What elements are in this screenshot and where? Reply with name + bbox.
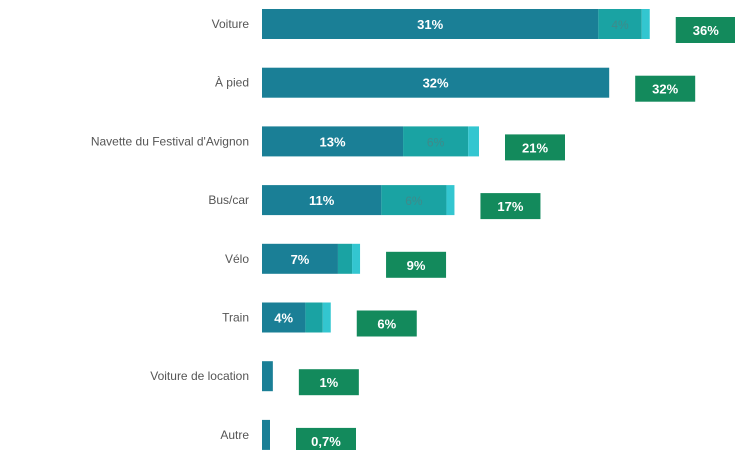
total-badge-a-pied [635, 75, 696, 102]
bar-segment-voiture-3 [641, 9, 650, 39]
total-badge-voiture [675, 17, 735, 43]
bar-segment-a-pied-1 [262, 67, 610, 98]
bar-segment-autre-1 [262, 419, 270, 450]
bar-segment-bus-car-2 [381, 185, 447, 216]
bar-segment-train-1 [262, 302, 306, 333]
total-label-a-pied: 32% [652, 82, 678, 97]
total-badge-autre [296, 427, 356, 450]
bar-segment-voiture-de-location-1 [262, 361, 273, 392]
bar-segment-navette-du-festival-d-avignon-3 [468, 126, 479, 157]
total-label-autre: 0,7% [311, 434, 341, 449]
total-label-navette-du-festival-d-avignon: 21% [522, 140, 548, 155]
total-label-voiture: 36% [693, 23, 719, 38]
bar-segment-label-navette-du-festival-d-avignon-2: 6% [427, 135, 445, 149]
category-label-bus-car: Bus/car [208, 193, 249, 207]
bar-segment-voiture-2 [598, 9, 642, 39]
total-label-train: 6% [377, 317, 396, 332]
bar-segment-train-3 [322, 302, 331, 333]
total-label-bus-car: 17% [497, 199, 523, 214]
bar-segment-train-2 [305, 302, 323, 333]
category-label-train: Train [222, 311, 249, 325]
bar-segment-navette-du-festival-d-avignon-1 [262, 126, 404, 157]
bar-segment-bus-car-3 [446, 185, 455, 216]
bar-segment-voiture-1 [262, 9, 599, 39]
bar-segment-label-a-pied-1: 32% [423, 76, 449, 91]
bar-segment-bus-car-1 [262, 185, 382, 216]
total-badge-voiture-de-location [298, 369, 359, 396]
bar-segment-label-bus-car-1: 11% [309, 193, 335, 208]
bar-segment-label-train-1: 4% [274, 311, 293, 326]
bar-segment-label-velo-1: 7% [291, 252, 310, 267]
bar-segment-velo-2 [337, 243, 353, 274]
bar-segment-velo-1 [262, 243, 338, 274]
bar-segment-label-bus-car-2: 6% [405, 194, 423, 208]
total-badge-navette-du-festival-d-avignon [505, 134, 565, 161]
category-label-navette-du-festival-d-avignon: Navette du Festival d'Avignon [91, 134, 249, 148]
total-badge-bus-car [480, 193, 541, 220]
category-label-voiture: Voiture [212, 17, 250, 31]
category-label-velo: Vélo [225, 252, 249, 266]
total-label-velo: 9% [407, 258, 426, 273]
bar-segment-label-navette-du-festival-d-avignon-1: 13% [320, 134, 346, 149]
total-label-voiture-de-location: 1% [319, 375, 338, 390]
total-badge-train [356, 310, 417, 337]
bar-segment-label-voiture-2: 4% [611, 18, 629, 32]
bar-segment-label-voiture-1: 31% [417, 17, 443, 32]
bar-segment-navette-du-festival-d-avignon-2 [403, 126, 469, 157]
category-label-voiture-de-location: Voiture de location [150, 369, 249, 383]
total-badge-velo [386, 251, 447, 278]
category-label-a-pied: À pied [215, 75, 249, 90]
category-label-autre: Autre [220, 428, 249, 442]
bar-segment-velo-3 [352, 243, 361, 274]
